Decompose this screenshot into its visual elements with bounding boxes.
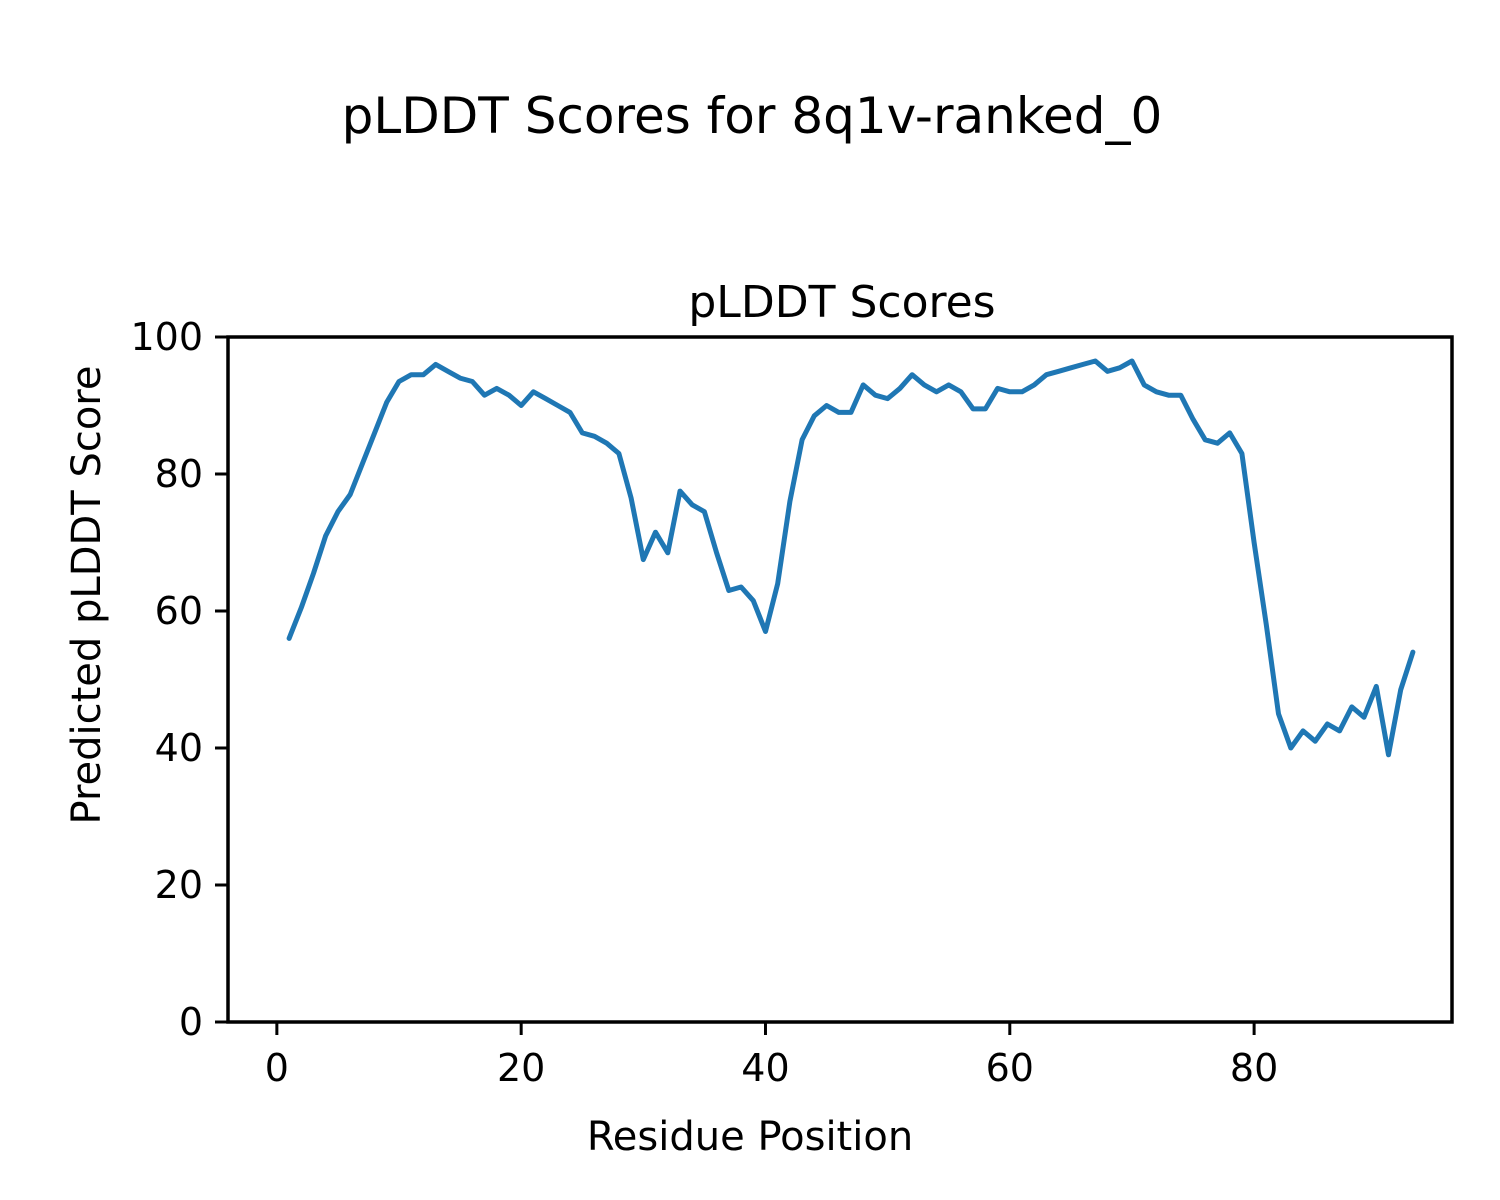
axes-layer: 0 20 40 60 80 0 20 40 60 80 100 [130, 315, 1454, 1090]
x-tick-label: 0 [265, 1046, 289, 1090]
x-axis-label: Residue Position [587, 1114, 913, 1160]
axes-title: pLDDT Scores [688, 277, 995, 328]
x-tick-label: 20 [497, 1046, 545, 1090]
plot-area [228, 337, 1452, 1022]
y-tick-label: 0 [179, 1000, 203, 1044]
x-tick-label: 40 [741, 1046, 789, 1090]
y-tick-label: 100 [130, 315, 203, 359]
figure-suptitle: pLDDT Scores for 8q1v-ranked_0 [342, 87, 1163, 145]
plddt-line [286, 358, 1416, 758]
y-tick-label: 60 [155, 589, 203, 633]
y-tick-label: 20 [155, 863, 203, 907]
x-tick-label: 80 [1230, 1046, 1278, 1090]
x-tick-label: 60 [986, 1046, 1034, 1090]
y-tick-label: 80 [155, 452, 203, 496]
y-tick-label: 40 [155, 726, 203, 770]
y-axis-label: Predicted pLDDT Score [64, 366, 110, 825]
axes-frame [226, 335, 1454, 1024]
